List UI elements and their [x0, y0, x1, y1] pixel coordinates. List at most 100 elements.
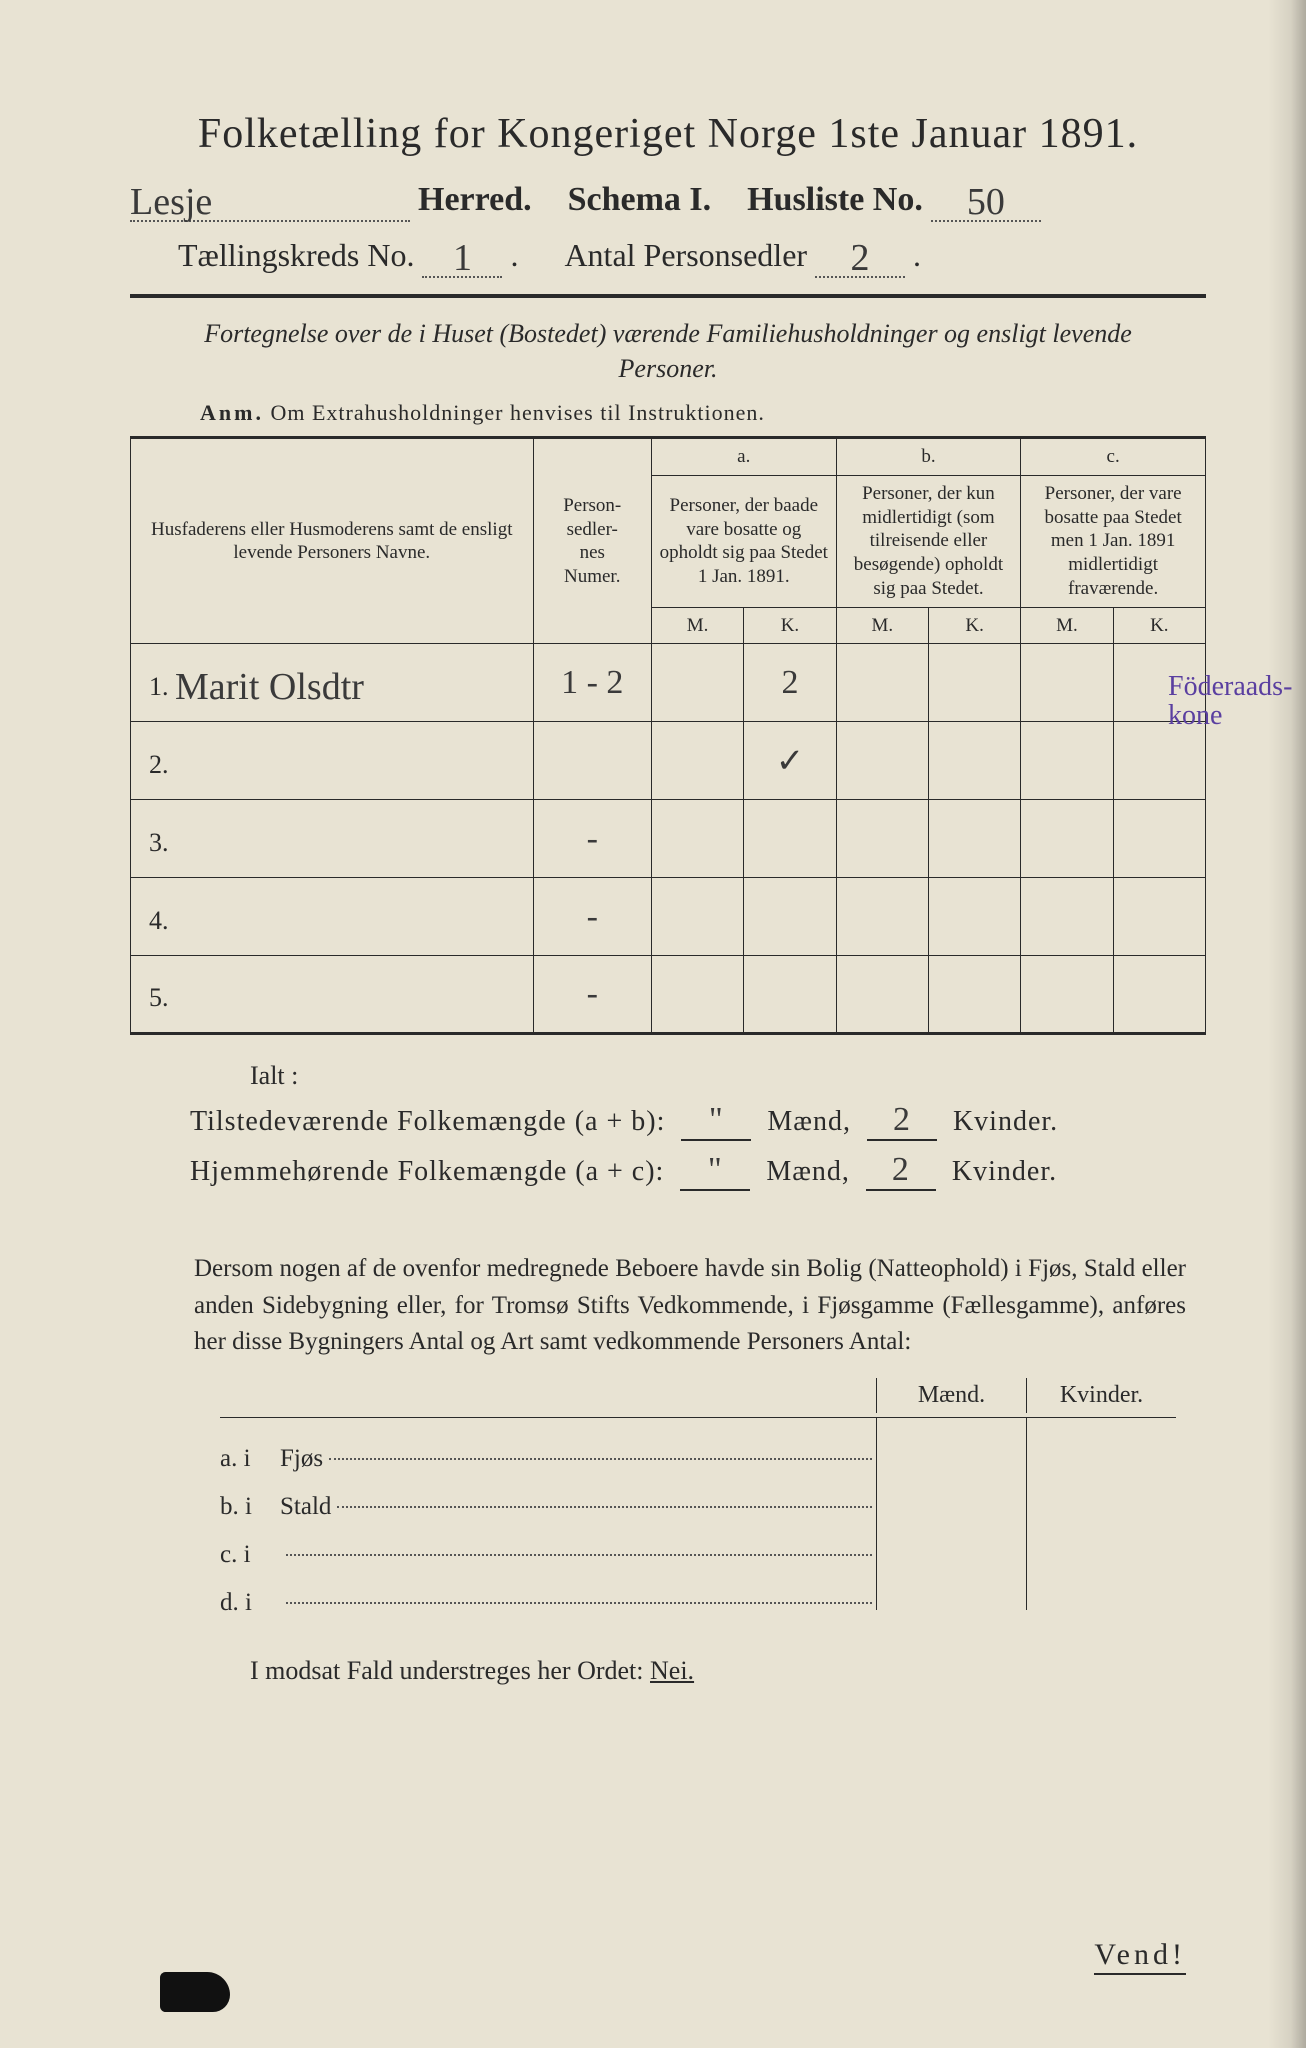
- kvinder-label: Kvinder.: [953, 1106, 1058, 1138]
- side-cell-m: [876, 1562, 1026, 1610]
- antal-label: Antal Personsedler: [564, 237, 807, 274]
- side-row-label: b. i: [220, 1493, 280, 1521]
- side-row-label: c. i: [220, 1541, 280, 1569]
- side-row-text-wrap: [280, 1560, 876, 1562]
- row-a-m: [651, 878, 743, 956]
- side-row-label: d. i: [220, 1589, 280, 1617]
- side-row-text-wrap: [280, 1608, 876, 1610]
- vend-label: Vend!: [1094, 1938, 1186, 1972]
- side-row: d. i: [220, 1562, 1176, 1610]
- husliste-label: Husliste No.: [747, 181, 923, 219]
- side-row: b. iStald: [220, 1466, 1176, 1514]
- side-row-text: Stald: [280, 1493, 337, 1521]
- row-name: 1. Marit Olsdtr: [131, 644, 534, 722]
- side-head-k: Kvinder.: [1026, 1378, 1176, 1413]
- side-cell-k: [1026, 1562, 1176, 1610]
- nei-line: I modsat Fald understreges her Ordet: Ne…: [250, 1656, 1206, 1686]
- row-b-k: [928, 644, 1020, 722]
- row-a-m: [651, 644, 743, 722]
- row-b-m: [836, 878, 928, 956]
- side-cell-k: [1026, 1418, 1176, 1466]
- header-row-herred: Lesje Herred. Schema I. Husliste No. 50: [130, 176, 1206, 222]
- th-c-m: M.: [1021, 607, 1113, 644]
- table-row: 1. Marit Olsdtr1 - 2 2: [131, 644, 1206, 722]
- nei-word: Nei.: [650, 1656, 694, 1685]
- th-b-m: M.: [836, 607, 928, 644]
- sum-ac-k: 2: [892, 1151, 910, 1188]
- table-row: 2. ✓: [131, 722, 1206, 800]
- sum-ac-m: ": [708, 1151, 723, 1188]
- sum-row-ab: Tilstedeværende Folkemængde (a + b): " M…: [190, 1101, 1206, 1141]
- row-c-m: [1021, 644, 1113, 722]
- th-b-k: K.: [928, 607, 1020, 644]
- herred-label: Herred.: [418, 181, 532, 219]
- rule-top: [130, 294, 1206, 298]
- th-a: Personer, der baade vare bosatte og opho…: [651, 475, 836, 607]
- sum-ab-k: 2: [893, 1101, 911, 1138]
- side-row-label: a. i: [220, 1445, 280, 1473]
- anm-line: Anm. Om Extrahusholdninger henvises til …: [200, 400, 1206, 426]
- th-a-k: K.: [744, 607, 836, 644]
- side-cell-m: [876, 1466, 1026, 1514]
- th-name: Husfaderens eller Husmoderens samt de en…: [131, 438, 534, 644]
- side-head: Mænd. Kvinder.: [220, 1378, 1176, 1418]
- kvinder-label-2: Kvinder.: [952, 1156, 1057, 1188]
- row-b-k: [928, 722, 1020, 800]
- side-cell-k: [1026, 1514, 1176, 1562]
- page-title: Folketælling for Kongeriget Norge 1ste J…: [130, 110, 1206, 158]
- side-row-dots: [286, 1554, 872, 1556]
- row-c-k: [1113, 956, 1205, 1034]
- row-b-m: [836, 956, 928, 1034]
- kreds-label: Tællingskreds No.: [178, 237, 414, 274]
- row-a-k: [744, 956, 836, 1034]
- table-row: 4. -: [131, 878, 1206, 956]
- th-c-letter: c.: [1021, 438, 1206, 476]
- row-name: 5.: [131, 956, 534, 1034]
- row-b-k: [928, 800, 1020, 878]
- row-b-m: [836, 722, 928, 800]
- sum-ab-label: Tilstedeværende Folkemængde (a + b):: [190, 1106, 665, 1138]
- row-c-m: [1021, 800, 1113, 878]
- sum-ac-label: Hjemmehørende Folkemængde (a + c):: [190, 1156, 664, 1188]
- antal-value: 2: [851, 237, 870, 279]
- header-row-kreds: Tællingskreds No. 1 . Antal Personsedler…: [130, 232, 1206, 278]
- th-b: Personer, der kun midlertidigt (som tilr…: [836, 475, 1021, 607]
- row-num: 1 - 2: [533, 644, 651, 722]
- kreds-value: 1: [453, 237, 472, 279]
- row-a-m: [651, 956, 743, 1034]
- row-b-k: [928, 956, 1020, 1034]
- row-a-k: ✓: [744, 722, 836, 800]
- row-num: -: [533, 956, 651, 1034]
- row-a-k: [744, 878, 836, 956]
- row-c-k: [1113, 722, 1205, 800]
- row-num: -: [533, 800, 651, 878]
- row-name: 2.: [131, 722, 534, 800]
- husliste-value: 50: [967, 181, 1005, 223]
- row-name: 4.: [131, 878, 534, 956]
- row-a-m: [651, 722, 743, 800]
- row-num: -: [533, 878, 651, 956]
- row-c-k: [1113, 800, 1205, 878]
- row-b-m: [836, 644, 928, 722]
- side-head-m: Mænd.: [876, 1378, 1026, 1413]
- row-c-m: [1021, 722, 1113, 800]
- table-row: 3. -: [131, 800, 1206, 878]
- row-a-k: 2: [744, 644, 836, 722]
- subtitle: Fortegnelse over de i Huset (Bostedet) v…: [170, 316, 1166, 386]
- th-a-m: M.: [651, 607, 743, 644]
- side-row-dots: [286, 1602, 872, 1604]
- side-row: c. i: [220, 1514, 1176, 1562]
- side-row-text: Fjøs: [280, 1445, 329, 1473]
- census-form-page: Folketælling for Kongeriget Norge 1ste J…: [0, 0, 1306, 2048]
- side-table: Mænd. Kvinder. a. iFjøsb. iStaldc. id. i: [220, 1378, 1176, 1610]
- th-b-letter: b.: [836, 438, 1021, 476]
- row-c-k: [1113, 878, 1205, 956]
- row-a-k: [744, 800, 836, 878]
- side-row: a. iFjøs: [220, 1418, 1176, 1466]
- ink-blot: [160, 1972, 230, 2012]
- th-c-k: K.: [1113, 607, 1205, 644]
- row-a-m: [651, 800, 743, 878]
- side-cell-m: [876, 1418, 1026, 1466]
- page-shadow: [1268, 0, 1306, 2048]
- sum-row-ac: Hjemmehørende Folkemængde (a + c): " Mæn…: [190, 1151, 1206, 1191]
